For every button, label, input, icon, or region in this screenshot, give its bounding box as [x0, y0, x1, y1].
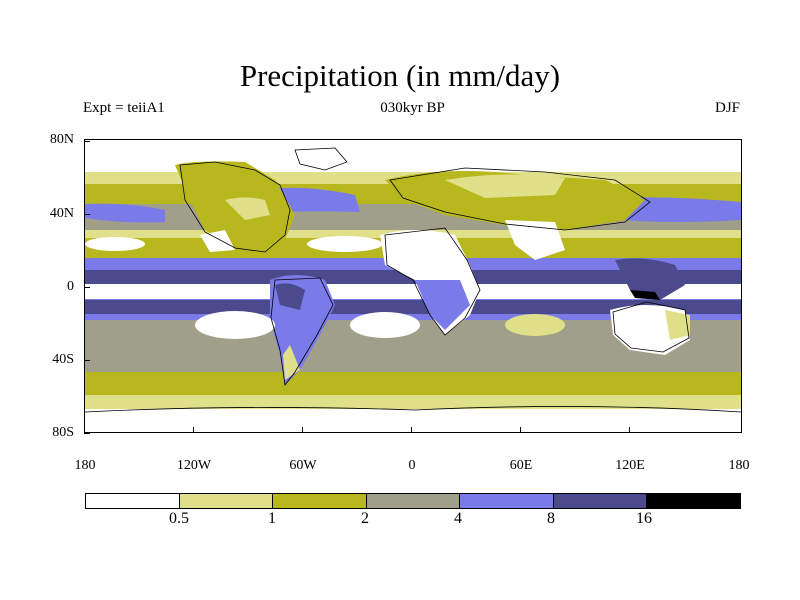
colorbar-label: 16	[636, 510, 652, 527]
central-africa-wet	[415, 280, 470, 330]
colorbar-box	[366, 494, 461, 508]
colorbar-label: 8	[547, 510, 555, 527]
greenland-coast	[294, 147, 348, 171]
precipitation-map	[85, 140, 741, 432]
lat-label-40s: 40S	[52, 352, 74, 367]
lon-label-120w: 120W	[176, 458, 212, 473]
lat-tick	[84, 214, 90, 215]
colorbar-box	[86, 494, 180, 508]
australia-coast	[612, 301, 690, 353]
lon-label-60w: 60W	[289, 458, 317, 473]
map-canvas	[85, 140, 741, 432]
ne-pacific-dry-region	[85, 237, 145, 251]
south-indian-dry-region	[505, 314, 565, 336]
eurasia-region	[385, 171, 645, 230]
colorbar	[85, 493, 741, 509]
equatorial-dry-band	[85, 283, 741, 299]
maritime-continent-peak	[630, 290, 660, 300]
colorbar-box	[273, 494, 367, 508]
africa-coast	[384, 227, 481, 336]
se-pacific-dry-region	[195, 311, 275, 339]
lon-label-120e: 120E	[615, 458, 645, 473]
colorbar-box	[553, 494, 648, 508]
northeast-australia	[665, 310, 690, 340]
siberia-dry	[445, 174, 565, 198]
subpolar-band-south-2	[85, 395, 741, 409]
colorbar-label: 1	[268, 510, 276, 527]
north-pacific-storm-track-east	[85, 203, 165, 223]
colorbar-box	[460, 494, 554, 508]
lon-label-60e: 60E	[509, 458, 533, 473]
season-label: DJF	[714, 100, 740, 116]
lat-label-40n: 40N	[49, 206, 74, 221]
north-america-interior	[225, 197, 270, 220]
period-label: 030kyr BP	[380, 100, 445, 116]
colorbar-box	[179, 494, 274, 508]
colorbar-label: 4	[454, 510, 462, 527]
lat-label-80n: 80N	[49, 132, 74, 147]
lat-label-0: 0	[67, 279, 74, 294]
colorbar-box	[647, 494, 741, 508]
lat-tick	[84, 360, 90, 361]
maritime-continent-wet	[615, 258, 685, 300]
lon-label-0: 0	[408, 458, 416, 473]
south-america-coast	[270, 277, 334, 386]
north-america-coast	[179, 161, 291, 253]
spcz-band	[85, 300, 741, 314]
antarctica-coast	[85, 406, 741, 413]
colorbar-label: 2	[361, 510, 369, 527]
eurasia-coast	[389, 167, 651, 231]
experiment-label: Expt = teiiA1	[83, 100, 165, 116]
lat-label-80s: 80S	[52, 425, 74, 440]
lon-tick	[520, 427, 521, 433]
arabia-india-dry	[505, 220, 565, 260]
lat-tick	[84, 433, 90, 434]
plot-title: Precipitation (in mm/day)	[239, 58, 561, 93]
amazon-wet-core	[275, 283, 305, 310]
lat-tick	[84, 141, 90, 142]
colorbar-label: 0.5	[169, 510, 189, 527]
lon-label-180e: 180	[728, 458, 750, 473]
coastlines	[85, 147, 741, 413]
north-atlantic-dry-region	[307, 236, 383, 252]
lon-tick	[193, 427, 194, 433]
lat-tick	[84, 287, 90, 288]
lon-tick	[629, 427, 630, 433]
mexico-dry-area	[200, 230, 235, 252]
south-atlantic-dry-region	[350, 312, 420, 338]
lon-tick	[302, 427, 303, 433]
lon-label-180w: 180	[74, 458, 96, 473]
lon-tick	[411, 427, 412, 433]
